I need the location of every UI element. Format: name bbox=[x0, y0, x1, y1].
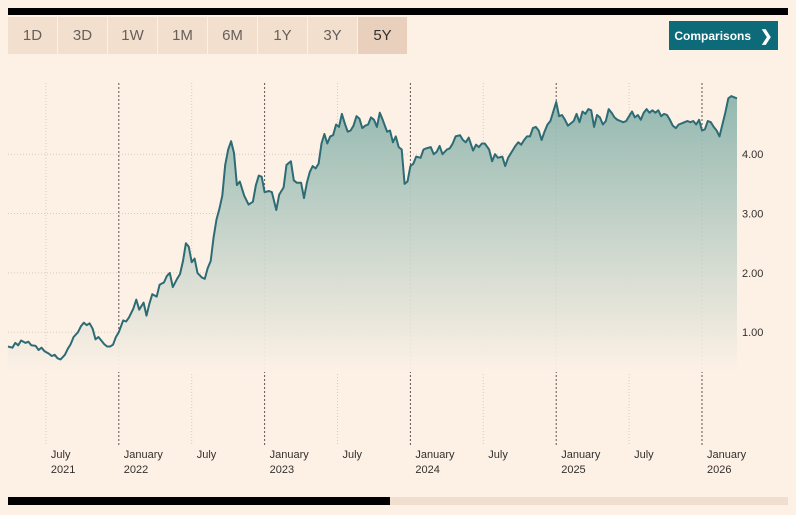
series-line bbox=[7, 95, 738, 361]
range-tab-1d[interactable]: 1D bbox=[8, 17, 58, 54]
x-tick-month: January bbox=[270, 449, 310, 461]
x-tick-month: July bbox=[343, 449, 363, 461]
x-tick-month: January bbox=[561, 449, 601, 461]
x-tick-month: July bbox=[488, 449, 508, 461]
x-tick-year: 2023 bbox=[270, 464, 294, 476]
comparisons-label: Comparisons bbox=[674, 28, 752, 43]
x-tick-month: July bbox=[197, 449, 217, 461]
range-tab-3d[interactable]: 3D bbox=[58, 17, 108, 54]
x-tick-year: 2021 bbox=[51, 464, 75, 476]
x-tick-month: January bbox=[707, 449, 747, 461]
range-tab-5y[interactable]: 5Y bbox=[358, 17, 408, 54]
x-tick-year: 2025 bbox=[561, 464, 585, 476]
scrollbar-track[interactable] bbox=[8, 497, 788, 505]
x-tick-year: 2026 bbox=[707, 464, 731, 476]
x-tick-year: 2022 bbox=[124, 464, 148, 476]
range-tab-1w[interactable]: 1W bbox=[108, 17, 158, 54]
scrollbar-thumb[interactable] bbox=[8, 497, 390, 505]
x-tick-year: 2024 bbox=[415, 464, 439, 476]
range-tab-1m[interactable]: 1M bbox=[158, 17, 208, 54]
top-rule bbox=[8, 8, 788, 15]
range-tab-3y[interactable]: 3Y bbox=[308, 17, 358, 54]
range-tab-6m[interactable]: 6M bbox=[208, 17, 258, 54]
y-tick-label: 4.00 bbox=[742, 149, 763, 161]
x-tick-month: January bbox=[415, 449, 455, 461]
y-tick-label: 1.00 bbox=[742, 327, 763, 339]
chevron-right-icon: ❯ bbox=[760, 27, 773, 45]
x-tick-month: July bbox=[51, 449, 71, 461]
y-tick-label: 2.00 bbox=[742, 268, 763, 280]
range-tabs: 1D 3D 1W 1M 6M 1Y 3Y 5Y bbox=[8, 17, 408, 54]
range-tab-1y[interactable]: 1Y bbox=[258, 17, 308, 54]
y-tick-label: 3.00 bbox=[742, 209, 763, 221]
price-chart: 1.00 2.00 3.00 4.00 July 2021 January 2022 July J… bbox=[7, 83, 763, 476]
x-tick-month: July bbox=[634, 449, 654, 461]
x-tick-month: January bbox=[124, 449, 164, 461]
comparisons-button[interactable]: Comparisons ❯ bbox=[669, 21, 778, 50]
series-area bbox=[8, 96, 737, 372]
